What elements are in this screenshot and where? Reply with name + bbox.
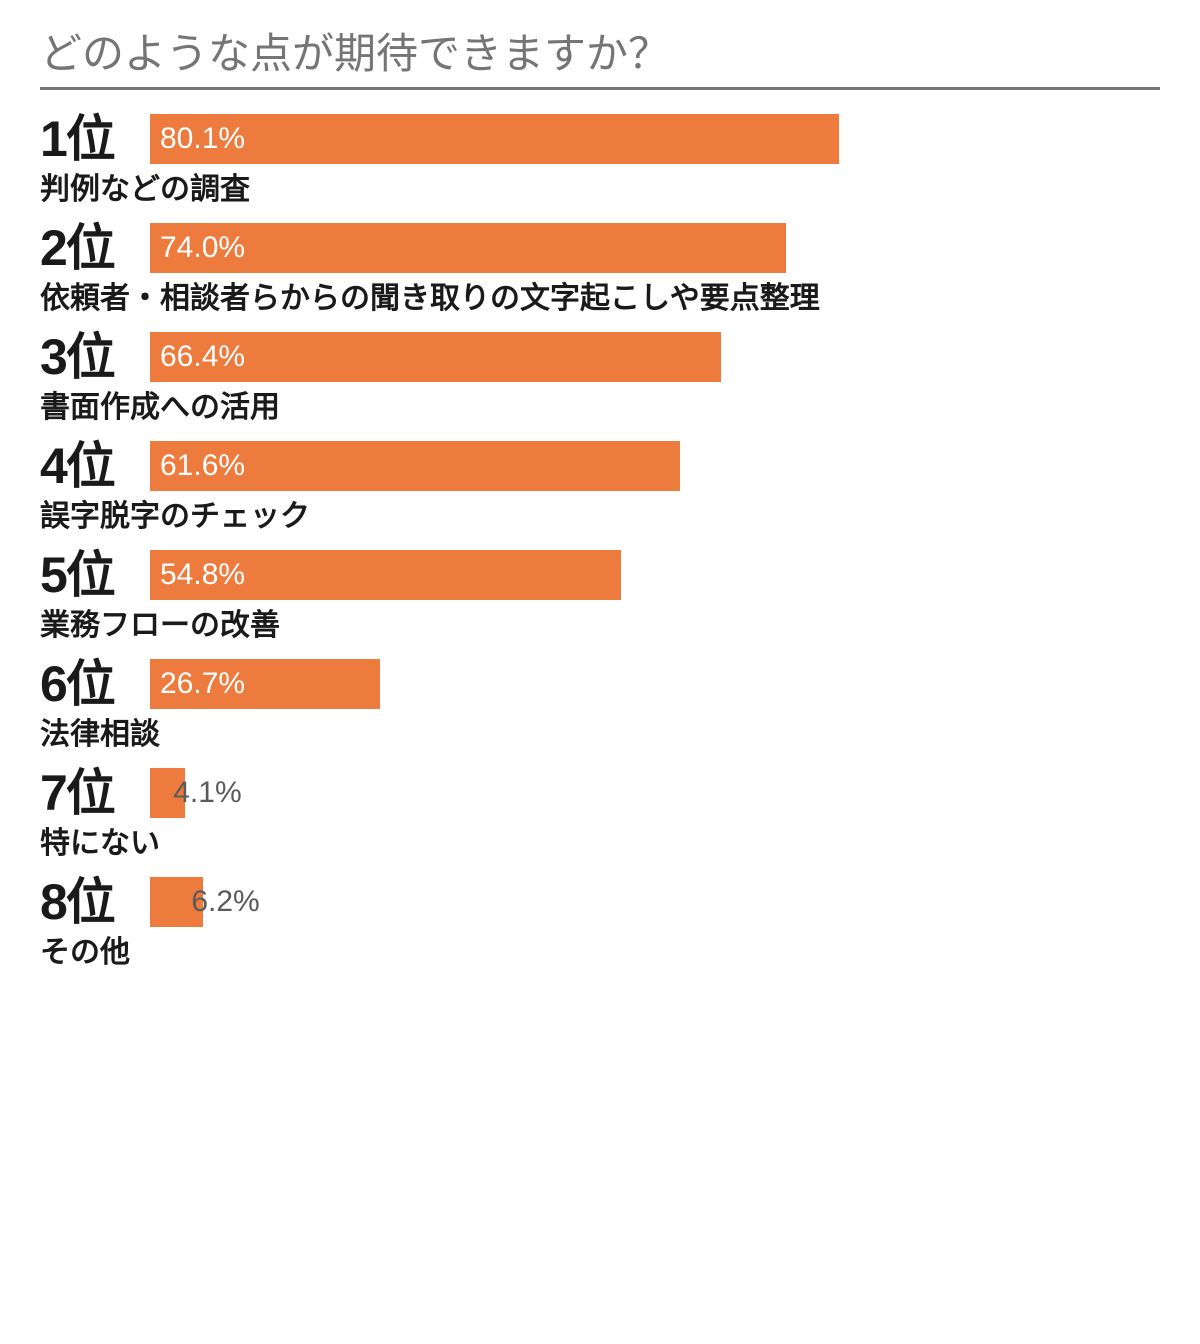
rank-label: 4位 xyxy=(40,441,150,491)
category-label: 書面作成への活用 xyxy=(40,388,1160,427)
chart-row: 7位 4.1% 特にない xyxy=(40,768,1160,863)
category-label: 依頼者・相談者らからの聞き取りの文字起こしや要点整理 xyxy=(40,279,1160,318)
chart-title: どのような点が期待できますか？ xyxy=(40,20,1160,90)
category-label: その他 xyxy=(40,933,1160,972)
category-label: 特にない xyxy=(40,824,1160,863)
rank-label: 1位 xyxy=(40,114,150,164)
bar-value: 6.2% xyxy=(191,885,259,919)
bar-chart: 1位 80.1% 判例などの調査 2位 74.0% 依頼者・相談者らからの聞き取りの文字起… xyxy=(40,114,1160,972)
chart-row: 5位 54.8% 業務フローの改善 xyxy=(40,550,1160,645)
bar-line: 6位 26.7% xyxy=(40,659,1160,709)
chart-row: 1位 80.1% 判例などの調査 xyxy=(40,114,1160,209)
category-label: 判例などの調査 xyxy=(40,170,1160,209)
bar-value: 66.4% xyxy=(160,340,245,374)
bar-fill: 80.1% xyxy=(150,114,839,164)
rank-label: 2位 xyxy=(40,223,150,273)
bar-track: 54.8% xyxy=(150,550,1160,600)
bar-track: 74.0% xyxy=(150,223,1160,273)
category-label: 誤字脱字のチェック xyxy=(40,497,1160,536)
bar-track: 4.1% xyxy=(150,768,1160,818)
bar-line: 8位 6.2% xyxy=(40,877,1160,927)
bar-line: 1位 80.1% xyxy=(40,114,1160,164)
chart-row: 6位 26.7% 法律相談 xyxy=(40,659,1160,754)
bar-track: 66.4% xyxy=(150,332,1160,382)
bar-fill: 61.6% xyxy=(150,441,680,491)
bar-fill: 54.8% xyxy=(150,550,621,600)
category-label: 法律相談 xyxy=(40,715,1160,754)
bar-value: 80.1% xyxy=(160,122,245,156)
bar-line: 4位 61.6% xyxy=(40,441,1160,491)
bar-line: 5位 54.8% xyxy=(40,550,1160,600)
bar-fill: 66.4% xyxy=(150,332,721,382)
rank-label: 3位 xyxy=(40,332,150,382)
bar-track: 26.7% xyxy=(150,659,1160,709)
rank-label: 5位 xyxy=(40,550,150,600)
chart-row: 4位 61.6% 誤字脱字のチェック xyxy=(40,441,1160,536)
bar-value: 26.7% xyxy=(160,667,245,701)
bar-track: 6.2% xyxy=(150,877,1160,927)
bar-track: 80.1% xyxy=(150,114,1160,164)
bar-fill: 74.0% xyxy=(150,223,786,273)
rank-label: 8位 xyxy=(40,877,150,927)
bar-value: 54.8% xyxy=(160,558,245,592)
bar-fill: 26.7% xyxy=(150,659,380,709)
bar-value: 61.6% xyxy=(160,449,245,483)
bar-line: 7位 4.1% xyxy=(40,768,1160,818)
rank-label: 7位 xyxy=(40,768,150,818)
chart-row: 8位 6.2% その他 xyxy=(40,877,1160,972)
bar-value: 4.1% xyxy=(173,776,241,810)
category-label: 業務フローの改善 xyxy=(40,606,1160,645)
bar-track: 61.6% xyxy=(150,441,1160,491)
bar-line: 2位 74.0% xyxy=(40,223,1160,273)
bar-value: 74.0% xyxy=(160,231,245,265)
chart-row: 2位 74.0% 依頼者・相談者らからの聞き取りの文字起こしや要点整理 xyxy=(40,223,1160,318)
chart-row: 3位 66.4% 書面作成への活用 xyxy=(40,332,1160,427)
bar-line: 3位 66.4% xyxy=(40,332,1160,382)
rank-label: 6位 xyxy=(40,659,150,709)
